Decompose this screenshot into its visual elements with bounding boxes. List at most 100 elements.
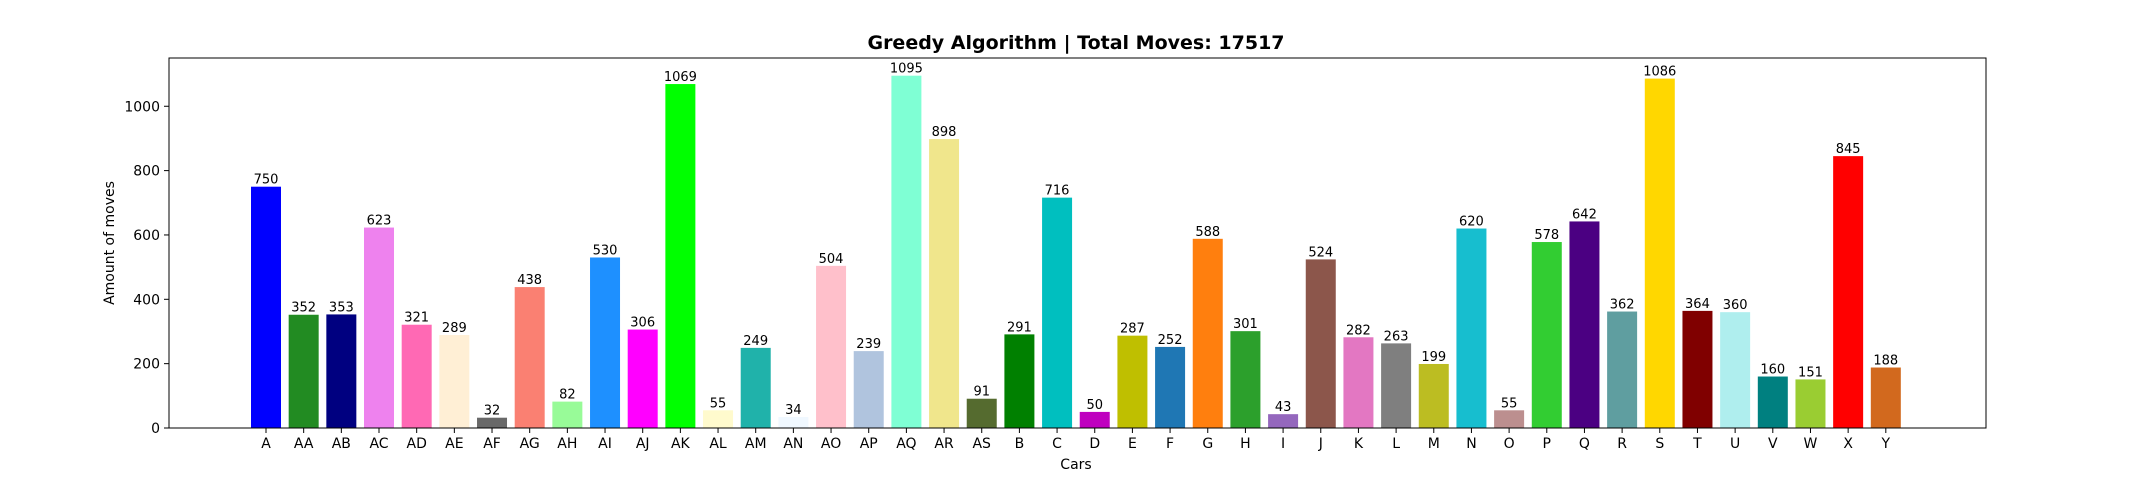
x-tick-label: N — [1466, 436, 1476, 452]
x-tick-label: AF — [483, 436, 501, 452]
bar-d — [1079, 411, 1110, 428]
bar-aq — [891, 75, 922, 429]
x-tick-label: F — [1166, 436, 1174, 452]
bar-value-label: 1069 — [664, 70, 697, 85]
bar-o — [1494, 410, 1525, 428]
x-tick-label: AK — [671, 436, 691, 452]
bar-value-label: 623 — [367, 214, 392, 229]
bar-am — [740, 347, 771, 428]
bar-value-label: 160 — [1760, 363, 1785, 378]
bar-value-label: 82 — [559, 388, 576, 403]
x-tick-label: Y — [1881, 436, 1891, 452]
bar-ah — [552, 401, 583, 428]
x-tick-label: G — [1202, 436, 1213, 452]
x-tick-label: AB — [332, 436, 351, 452]
bar-m — [1418, 363, 1449, 428]
bar-value-label: 252 — [1158, 333, 1183, 348]
bar-value-label: 239 — [856, 337, 881, 352]
x-tick-label: B — [1015, 436, 1025, 452]
bar-value-label: 438 — [517, 273, 542, 288]
bar-l — [1381, 343, 1412, 428]
bar-value-label: 306 — [630, 316, 655, 331]
bar-value-label: 291 — [1007, 320, 1032, 335]
bar-value-label: 301 — [1233, 317, 1258, 332]
bar-v — [1757, 376, 1788, 428]
bar-k — [1343, 337, 1374, 428]
x-tick-label: AN — [783, 436, 803, 452]
plot-frame — [168, 57, 1987, 429]
x-tick-label: AD — [407, 436, 427, 452]
bar-value-label: 282 — [1346, 323, 1371, 338]
bar-value-label: 716 — [1045, 184, 1070, 199]
bar-value-label: 524 — [1308, 245, 1333, 260]
x-tick-label: L — [1392, 436, 1400, 452]
bar-p — [1531, 242, 1562, 428]
bar-c — [1042, 197, 1073, 428]
x-tick-label: AC — [369, 436, 388, 452]
bar-value-label: 151 — [1798, 365, 1823, 380]
bar-value-label: 504 — [819, 252, 844, 267]
x-tick-label: AA — [294, 436, 314, 452]
bar-ak — [665, 84, 696, 429]
bar-ab — [326, 314, 357, 428]
bar-value-label: 362 — [1610, 298, 1635, 313]
x-tick-label: AO — [821, 436, 841, 452]
x-tick-label: D — [1089, 436, 1100, 452]
bar-y — [1870, 367, 1901, 428]
bar-value-label: 1086 — [1643, 65, 1676, 80]
bar-g — [1192, 238, 1223, 428]
bar-value-label: 50 — [1086, 398, 1103, 413]
y-axis: 0 200 400 600 800 1000 — [124, 99, 169, 437]
bar-r — [1607, 311, 1638, 428]
bar-u — [1720, 312, 1751, 428]
bar-value-label: 321 — [404, 311, 429, 326]
bar-a — [251, 186, 281, 428]
bar-aj — [627, 329, 658, 428]
x-tick-label: W — [1804, 436, 1818, 452]
bar-value-label: 364 — [1685, 297, 1710, 312]
bar-ao — [816, 265, 847, 428]
bar-value-label: 43 — [1275, 400, 1292, 415]
bar-value-label: 287 — [1120, 322, 1145, 337]
bar-value-label: 55 — [1501, 396, 1518, 411]
bar-ag — [514, 287, 545, 428]
bar-as — [966, 398, 997, 428]
x-tick-label: AE — [445, 436, 463, 452]
bar-b — [1004, 334, 1035, 428]
bar-n — [1456, 228, 1487, 428]
bar-value-label: 352 — [291, 301, 316, 316]
bar-e — [1117, 335, 1148, 428]
bar-value-label: 620 — [1459, 215, 1484, 230]
bar-value-label: 199 — [1421, 350, 1446, 365]
y-tick-label: 0 — [151, 421, 160, 437]
x-tick-label: AM — [745, 436, 767, 452]
y-tick-label: 800 — [133, 164, 160, 180]
bar-value-label: 188 — [1873, 354, 1898, 369]
x-tick-label: C — [1052, 436, 1062, 452]
bar-q — [1569, 221, 1600, 428]
x-tick-label: A — [261, 436, 271, 452]
x-axis: A AA AB AC AD AE AF AG AH AI AJ AK AL AM AN AO AP AQ AR AS B… — [261, 428, 1891, 452]
x-tick-label: AJ — [636, 436, 650, 452]
bar-value-label: 353 — [329, 300, 354, 315]
x-tick-label: AQ — [896, 436, 916, 452]
x-axis-label: Cars — [1060, 457, 1091, 473]
x-tick-label: Q — [1579, 436, 1590, 452]
bar-i — [1268, 414, 1299, 428]
x-tick-label: O — [1504, 436, 1515, 452]
y-axis-label: Amount of moves — [102, 181, 118, 305]
bar-j — [1305, 259, 1336, 428]
y-tick-label: 200 — [133, 357, 160, 373]
x-tick-label: X — [1843, 436, 1853, 452]
bar-x — [1833, 156, 1864, 428]
bar-al — [703, 410, 734, 428]
bar-value-label: 578 — [1534, 228, 1559, 243]
x-tick-label: T — [1692, 436, 1702, 452]
bar-value-label: 1095 — [890, 62, 923, 77]
bars: 750 352 353 623 321 289 32 438 82 530 306 1069 55 249… — [251, 62, 1901, 429]
x-tick-label: AH — [557, 436, 577, 452]
x-tick-label: H — [1240, 436, 1251, 452]
y-tick-label: 1000 — [124, 99, 160, 115]
bar-value-label: 845 — [1836, 142, 1861, 157]
